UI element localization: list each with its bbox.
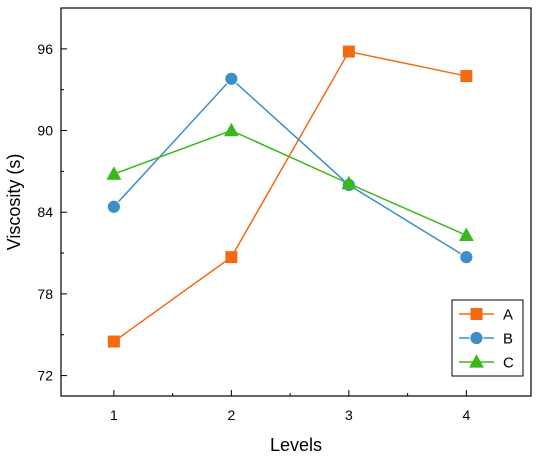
legend: ABC — [451, 299, 524, 377]
series-a-point — [342, 45, 355, 58]
series-c-point — [341, 175, 357, 190]
series-a-point — [460, 70, 473, 83]
series-c-point — [106, 166, 122, 180]
x-tick-label: 3 — [345, 407, 353, 423]
series-a-point — [225, 251, 238, 264]
y-tick-label: 72 — [37, 368, 53, 384]
series-b-point — [459, 250, 474, 265]
y-tick-label: 90 — [37, 123, 53, 139]
series-c — [106, 122, 474, 242]
legend-label: C — [503, 355, 514, 372]
legend-item-a: A — [459, 307, 513, 324]
y-tick-label: 96 — [37, 41, 53, 57]
plot-area-frame — [60, 7, 532, 397]
x-axis-title: Levels — [270, 435, 322, 455]
series-a-point — [107, 335, 120, 348]
series-c-point — [458, 227, 474, 242]
series-b — [106, 71, 474, 265]
axes: 1 2 3 4 72 78 84 90 96 — [37, 41, 470, 423]
y-axis-title: Viscosity (s) — [4, 154, 24, 251]
y-tick-label: 84 — [37, 204, 53, 220]
series-b-point — [106, 199, 121, 214]
legend-swatch-marker — [469, 354, 484, 368]
series-a — [107, 45, 473, 348]
y-tick-label: 78 — [37, 286, 53, 302]
series-a-line — [113, 50, 467, 343]
series-c-point — [223, 122, 239, 137]
legend-label: A — [503, 307, 513, 324]
series-c-line — [113, 129, 467, 237]
legend-item-b: B — [459, 331, 513, 348]
legend-label: B — [503, 331, 513, 348]
x-tick-label: 1 — [110, 407, 118, 423]
legend-swatch-marker — [470, 308, 483, 320]
legend-item-c: C — [459, 354, 514, 372]
series-b-point — [224, 71, 239, 86]
x-tick-label: 4 — [462, 407, 470, 423]
legend-swatch-marker — [469, 331, 484, 345]
series-b-line — [113, 77, 467, 258]
x-tick-label: 2 — [227, 407, 235, 423]
series-layer — [106, 45, 474, 348]
